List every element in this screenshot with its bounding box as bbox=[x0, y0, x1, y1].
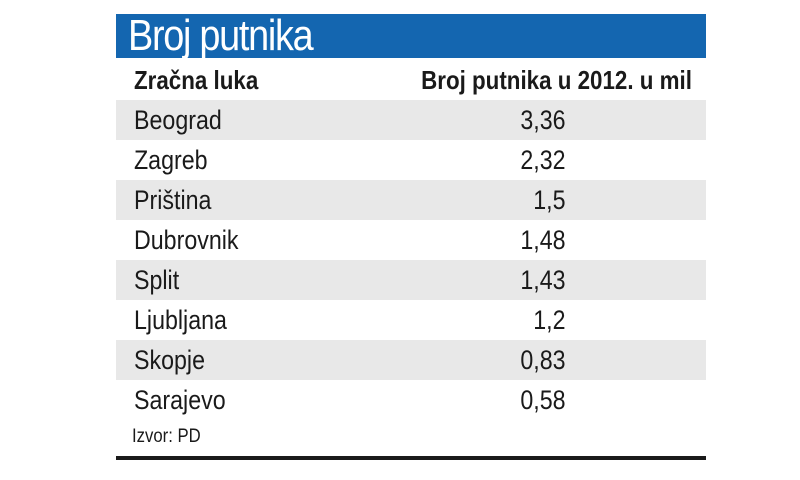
airport-name: Ljubljana bbox=[134, 305, 227, 335]
passenger-value: 2,32 bbox=[520, 145, 566, 175]
airport-name: Split bbox=[134, 265, 180, 295]
passenger-value: 1,43 bbox=[520, 265, 566, 295]
source-note: Izvor: PD bbox=[132, 426, 201, 447]
passenger-table-infographic: Broj putnika Zračna luka Broj putnika u … bbox=[116, 11, 706, 460]
table-row: Split 1,43 bbox=[116, 260, 706, 300]
table-row: Ljubljana 1,2 bbox=[116, 300, 706, 340]
title-bar: Broj putnika bbox=[116, 11, 706, 60]
passenger-value: 1,48 bbox=[520, 225, 566, 255]
table-row: Priština 1,5 bbox=[116, 180, 706, 220]
column-header-airport: Zračna luka bbox=[134, 65, 259, 95]
chart-title: Broj putnika bbox=[128, 11, 314, 60]
airport-name: Priština bbox=[134, 185, 212, 215]
table-row: Dubrovnik 1,48 bbox=[116, 220, 706, 260]
table-row: Zagreb 2,32 bbox=[116, 140, 706, 180]
airport-name: Dubrovnik bbox=[134, 225, 239, 255]
passenger-value: 0,83 bbox=[520, 345, 566, 375]
airport-name: Beograd bbox=[134, 105, 222, 135]
column-header-passengers: Broj putnika u 2012. u mil bbox=[421, 65, 692, 95]
table-body: Beograd 3,36 Zagreb 2,32 Priština 1,5 Du… bbox=[116, 100, 706, 420]
airport-name: Skopje bbox=[134, 345, 206, 375]
table-row: Beograd 3,36 bbox=[116, 100, 706, 140]
passenger-value: 1,5 bbox=[533, 185, 566, 215]
passenger-value: 1,2 bbox=[533, 305, 566, 335]
bottom-divider bbox=[116, 456, 706, 460]
table-header-row: Zračna luka Broj putnika u 2012. u mil bbox=[116, 58, 706, 100]
passenger-value: 0,58 bbox=[520, 385, 566, 415]
airport-name: Zagreb bbox=[134, 145, 208, 175]
table-row: Sarajevo 0,58 bbox=[116, 380, 706, 420]
passenger-value: 3,36 bbox=[520, 105, 566, 135]
table-row: Skopje 0,83 bbox=[116, 340, 706, 380]
airport-name: Sarajevo bbox=[134, 385, 226, 415]
